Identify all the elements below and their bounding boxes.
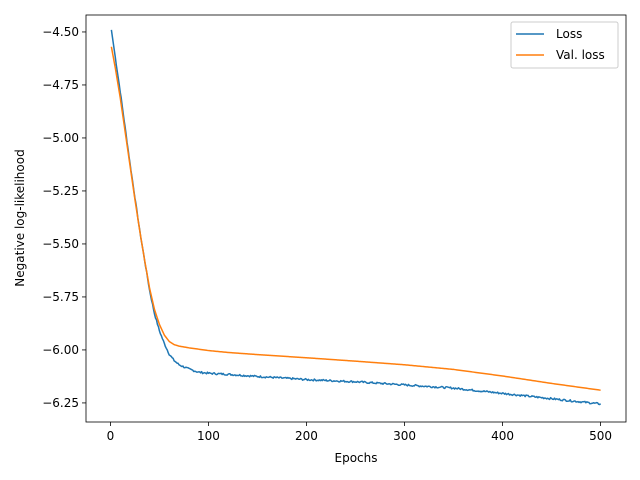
- x-tick-label: 400: [491, 429, 514, 443]
- y-tick-label: −5.50: [42, 237, 79, 251]
- legend-label: Loss: [556, 27, 582, 41]
- y-tick-label: −5.25: [42, 184, 79, 198]
- x-tick-label: 0: [107, 429, 115, 443]
- series-line-val-loss: [110, 46, 601, 391]
- y-axis-ticks: −4.50 −4.75 −5.00 −5.25 −5.50 −5.75 −6.00 −6.25: [42, 25, 86, 410]
- legend-label: Val. loss: [556, 48, 605, 62]
- x-axis-label: Epochs: [335, 451, 378, 465]
- plot-frame: [85, 14, 627, 423]
- legend: Loss Val. loss: [510, 21, 619, 69]
- y-tick-label: −6.00: [42, 343, 79, 357]
- y-axis-label: Negative log-likelihood: [13, 149, 27, 286]
- x-tick-label: 100: [197, 429, 220, 443]
- y-tick-label: −5.75: [42, 290, 79, 304]
- x-tick-label: 200: [295, 429, 318, 443]
- x-axis-ticks: 0 100 200 300 400 500: [107, 422, 612, 443]
- x-tick-label: 500: [589, 429, 612, 443]
- series-line-loss: [110, 29, 602, 406]
- y-tick-label: −4.50: [42, 25, 79, 39]
- y-tick-label: −4.75: [42, 78, 79, 92]
- x-tick-label: 300: [393, 429, 416, 443]
- y-tick-label: −6.25: [42, 396, 79, 410]
- series-layer: [110, 29, 602, 406]
- y-tick-label: −5.00: [42, 131, 79, 145]
